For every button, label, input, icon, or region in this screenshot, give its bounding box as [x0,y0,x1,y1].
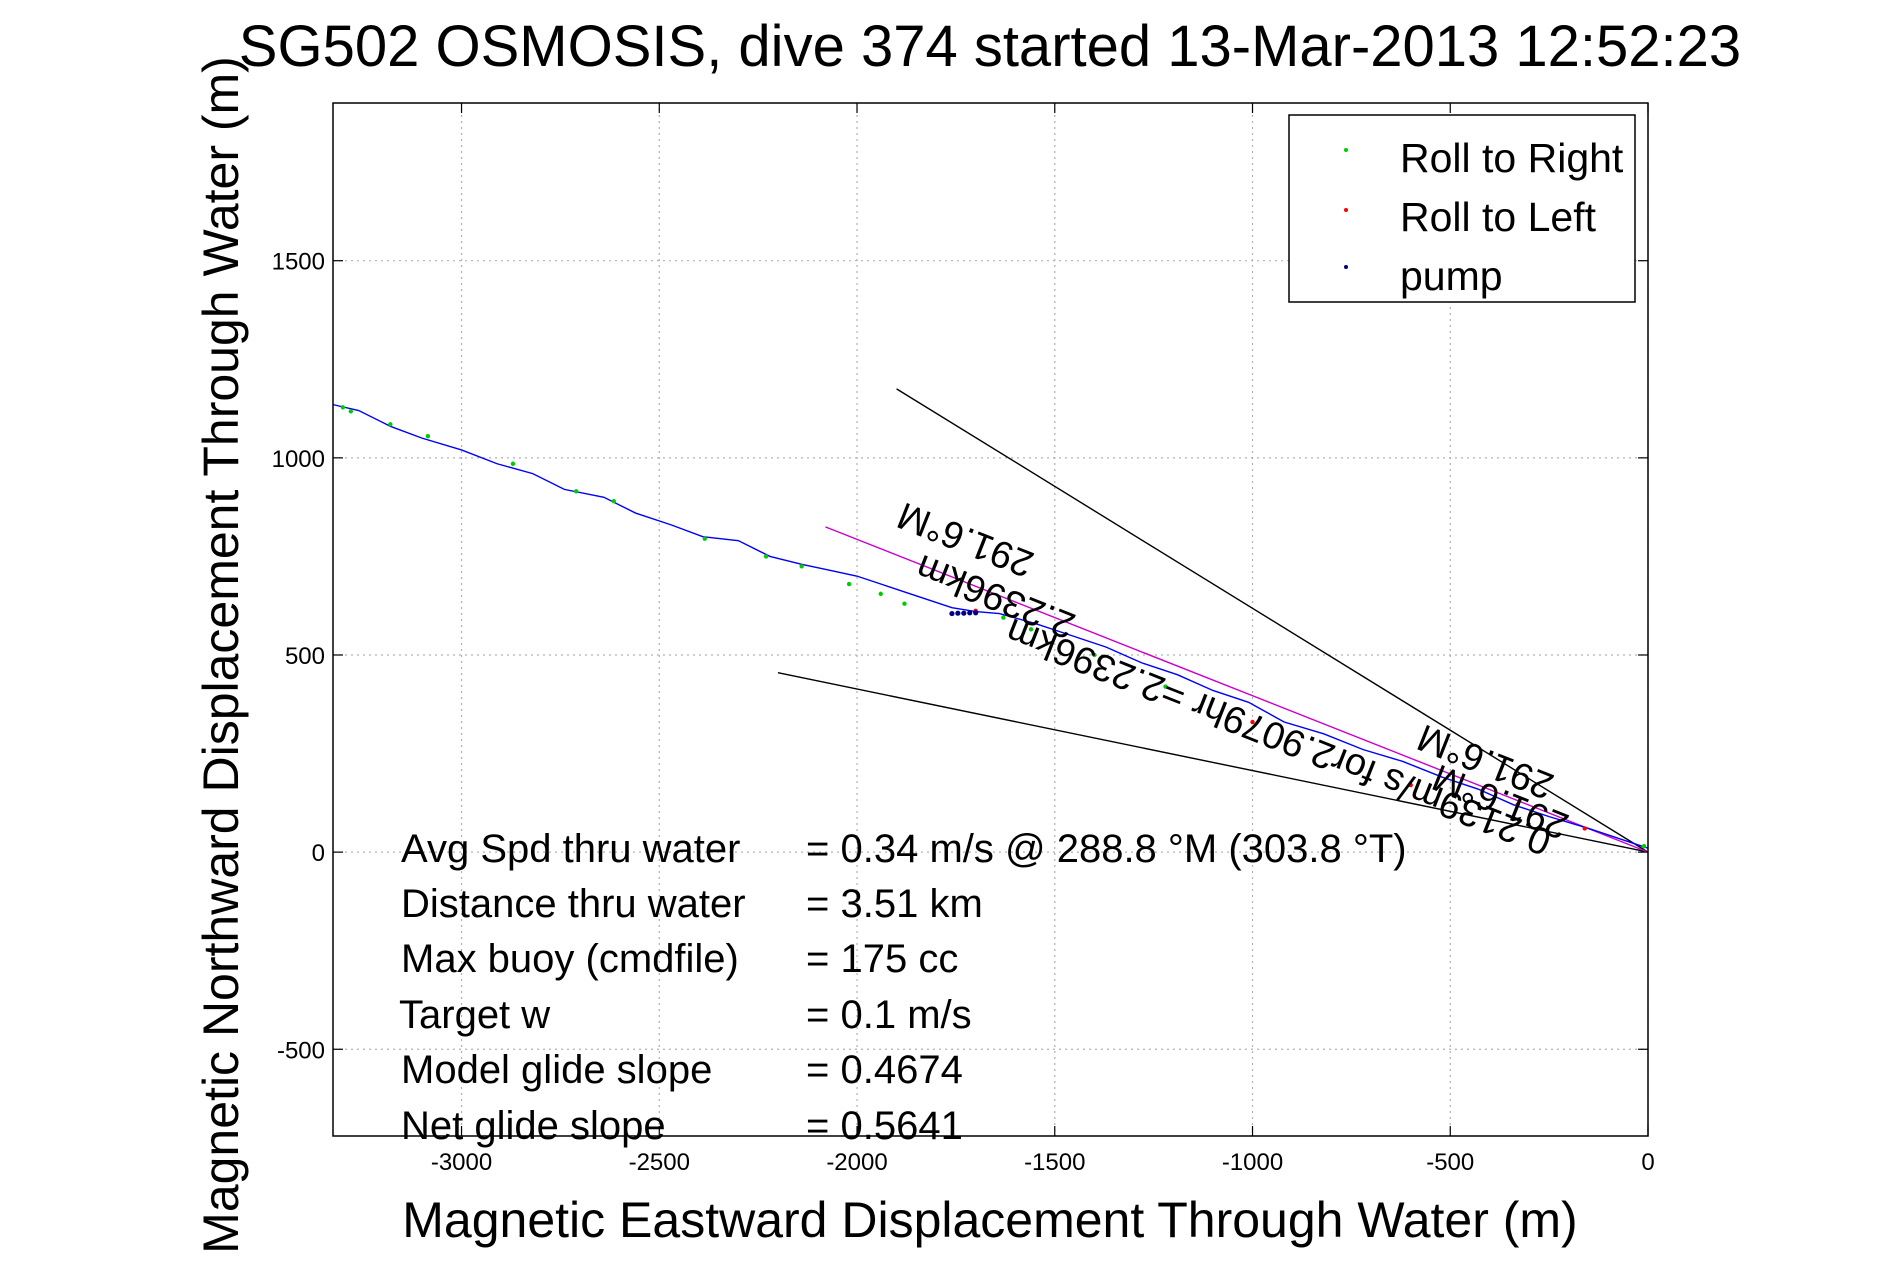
chart-title: SG502 OSMOSIS, dive 374 started 13-Mar-2… [239,14,1741,79]
point-roll-to-right [763,554,769,559]
point-roll-to-left [1408,782,1413,788]
point-pump [949,610,955,617]
annotation-label-max-buoy: Max buoy (cmdfile) [401,937,739,981]
point-roll-to-right [1163,684,1168,689]
data-series [332,403,1649,849]
annotation-value-net-glide: = 0.5641 [806,1104,963,1148]
annotation-label-distance: Distance thru water [401,882,746,926]
point-roll-to-right [425,433,431,439]
point-roll-to-right [340,405,346,410]
legend-entry-roll-left: Roll to Left [1400,194,1597,240]
reference-line-2 [825,526,1649,853]
point-roll-to-right [1641,844,1647,849]
x-tick-label: -2000 [826,1149,887,1176]
y-tick-label: -500 [277,1037,325,1064]
point-pump [961,610,967,616]
y-tick-label: 500 [285,643,325,670]
x-axis-label: Magnetic Eastward Displacement Through W… [402,1192,1577,1248]
point-roll-to-right [348,409,353,414]
x-tick-label: -500 [1426,1149,1474,1176]
point-roll-to-right [388,422,393,427]
legend-marker-roll-left [1344,208,1348,212]
point-roll-to-right [1028,627,1034,632]
legend: Roll to Right Roll to Left pump [1288,114,1636,303]
axes-box [332,102,1649,1137]
point-pump [973,610,979,616]
x-tick-label: -2500 [629,1149,690,1176]
x-tick-label: -1000 [1222,1149,1283,1176]
x-tick-label: -1500 [1024,1149,1085,1176]
annotation-label-target-w: Target w [399,993,550,1037]
point-roll-to-right [1092,652,1097,658]
y-axis-label: Magnetic Northward Displacement Through … [193,56,249,1254]
annotation-value-model-glide: = 0.4674 [806,1048,963,1092]
x-tick-label: 0 [1641,1149,1654,1176]
reference-line-0 [896,388,1649,853]
dive-annotations: Avg Spd thru water = 0.34 m/s @ 288.8 °M… [399,827,1407,1148]
axis-ticks: -3000 -2500 -2000 -1500 -1000 -500 0 -500 0 500 10… [272,103,1655,1176]
annotation-label-avg-speed: Avg Spd thru water [401,827,740,871]
y-tick-label: 1500 [272,249,325,276]
legend-entry-pump: pump [1400,253,1503,299]
annotation-value-avg-speed: = 0.34 m/s @ 288.8 °M (303.8 °T) [806,827,1407,871]
point-pump [955,610,961,616]
point-roll-to-right [574,489,579,494]
point-roll-to-right [702,536,707,541]
annotation-label-net-glide: Net glide slope [401,1104,666,1148]
annotation-value-distance: = 3.51 km [806,882,983,926]
point-pump [967,610,973,616]
legend-marker-pump [1344,265,1348,269]
rotated-labels: 291.6°M 2.2396km 291.6°M 0.2139m/s for2.… [892,494,1574,863]
y-tick-label: 1000 [272,446,325,473]
series-line-track [332,403,1649,849]
point-roll-to-right [611,499,616,504]
point-roll-to-right [510,461,516,466]
y-tick-label: 0 [312,840,325,867]
legend-marker-roll-right [1344,148,1348,152]
x-tick-label: -3000 [431,1149,492,1176]
point-roll-to-right [1001,615,1006,620]
reference-line-1 [777,672,1649,853]
point-roll-to-left [1250,719,1255,725]
annotation-value-max-buoy: = 175 cc [806,937,958,981]
reference-lines [777,388,1649,853]
legend-entry-roll-right: Roll to Right [1400,135,1624,181]
point-roll-to-right [902,601,907,606]
annotation-value-target-w: = 0.1 m/s [806,993,972,1037]
point-roll-to-left [1515,802,1520,808]
point-roll-to-left [1582,826,1587,831]
point-roll-to-right [799,564,804,569]
point-roll-to-right [846,581,852,587]
annotation-label-model-glide: Model glide slope [401,1048,712,1092]
point-roll-to-right [878,591,883,597]
